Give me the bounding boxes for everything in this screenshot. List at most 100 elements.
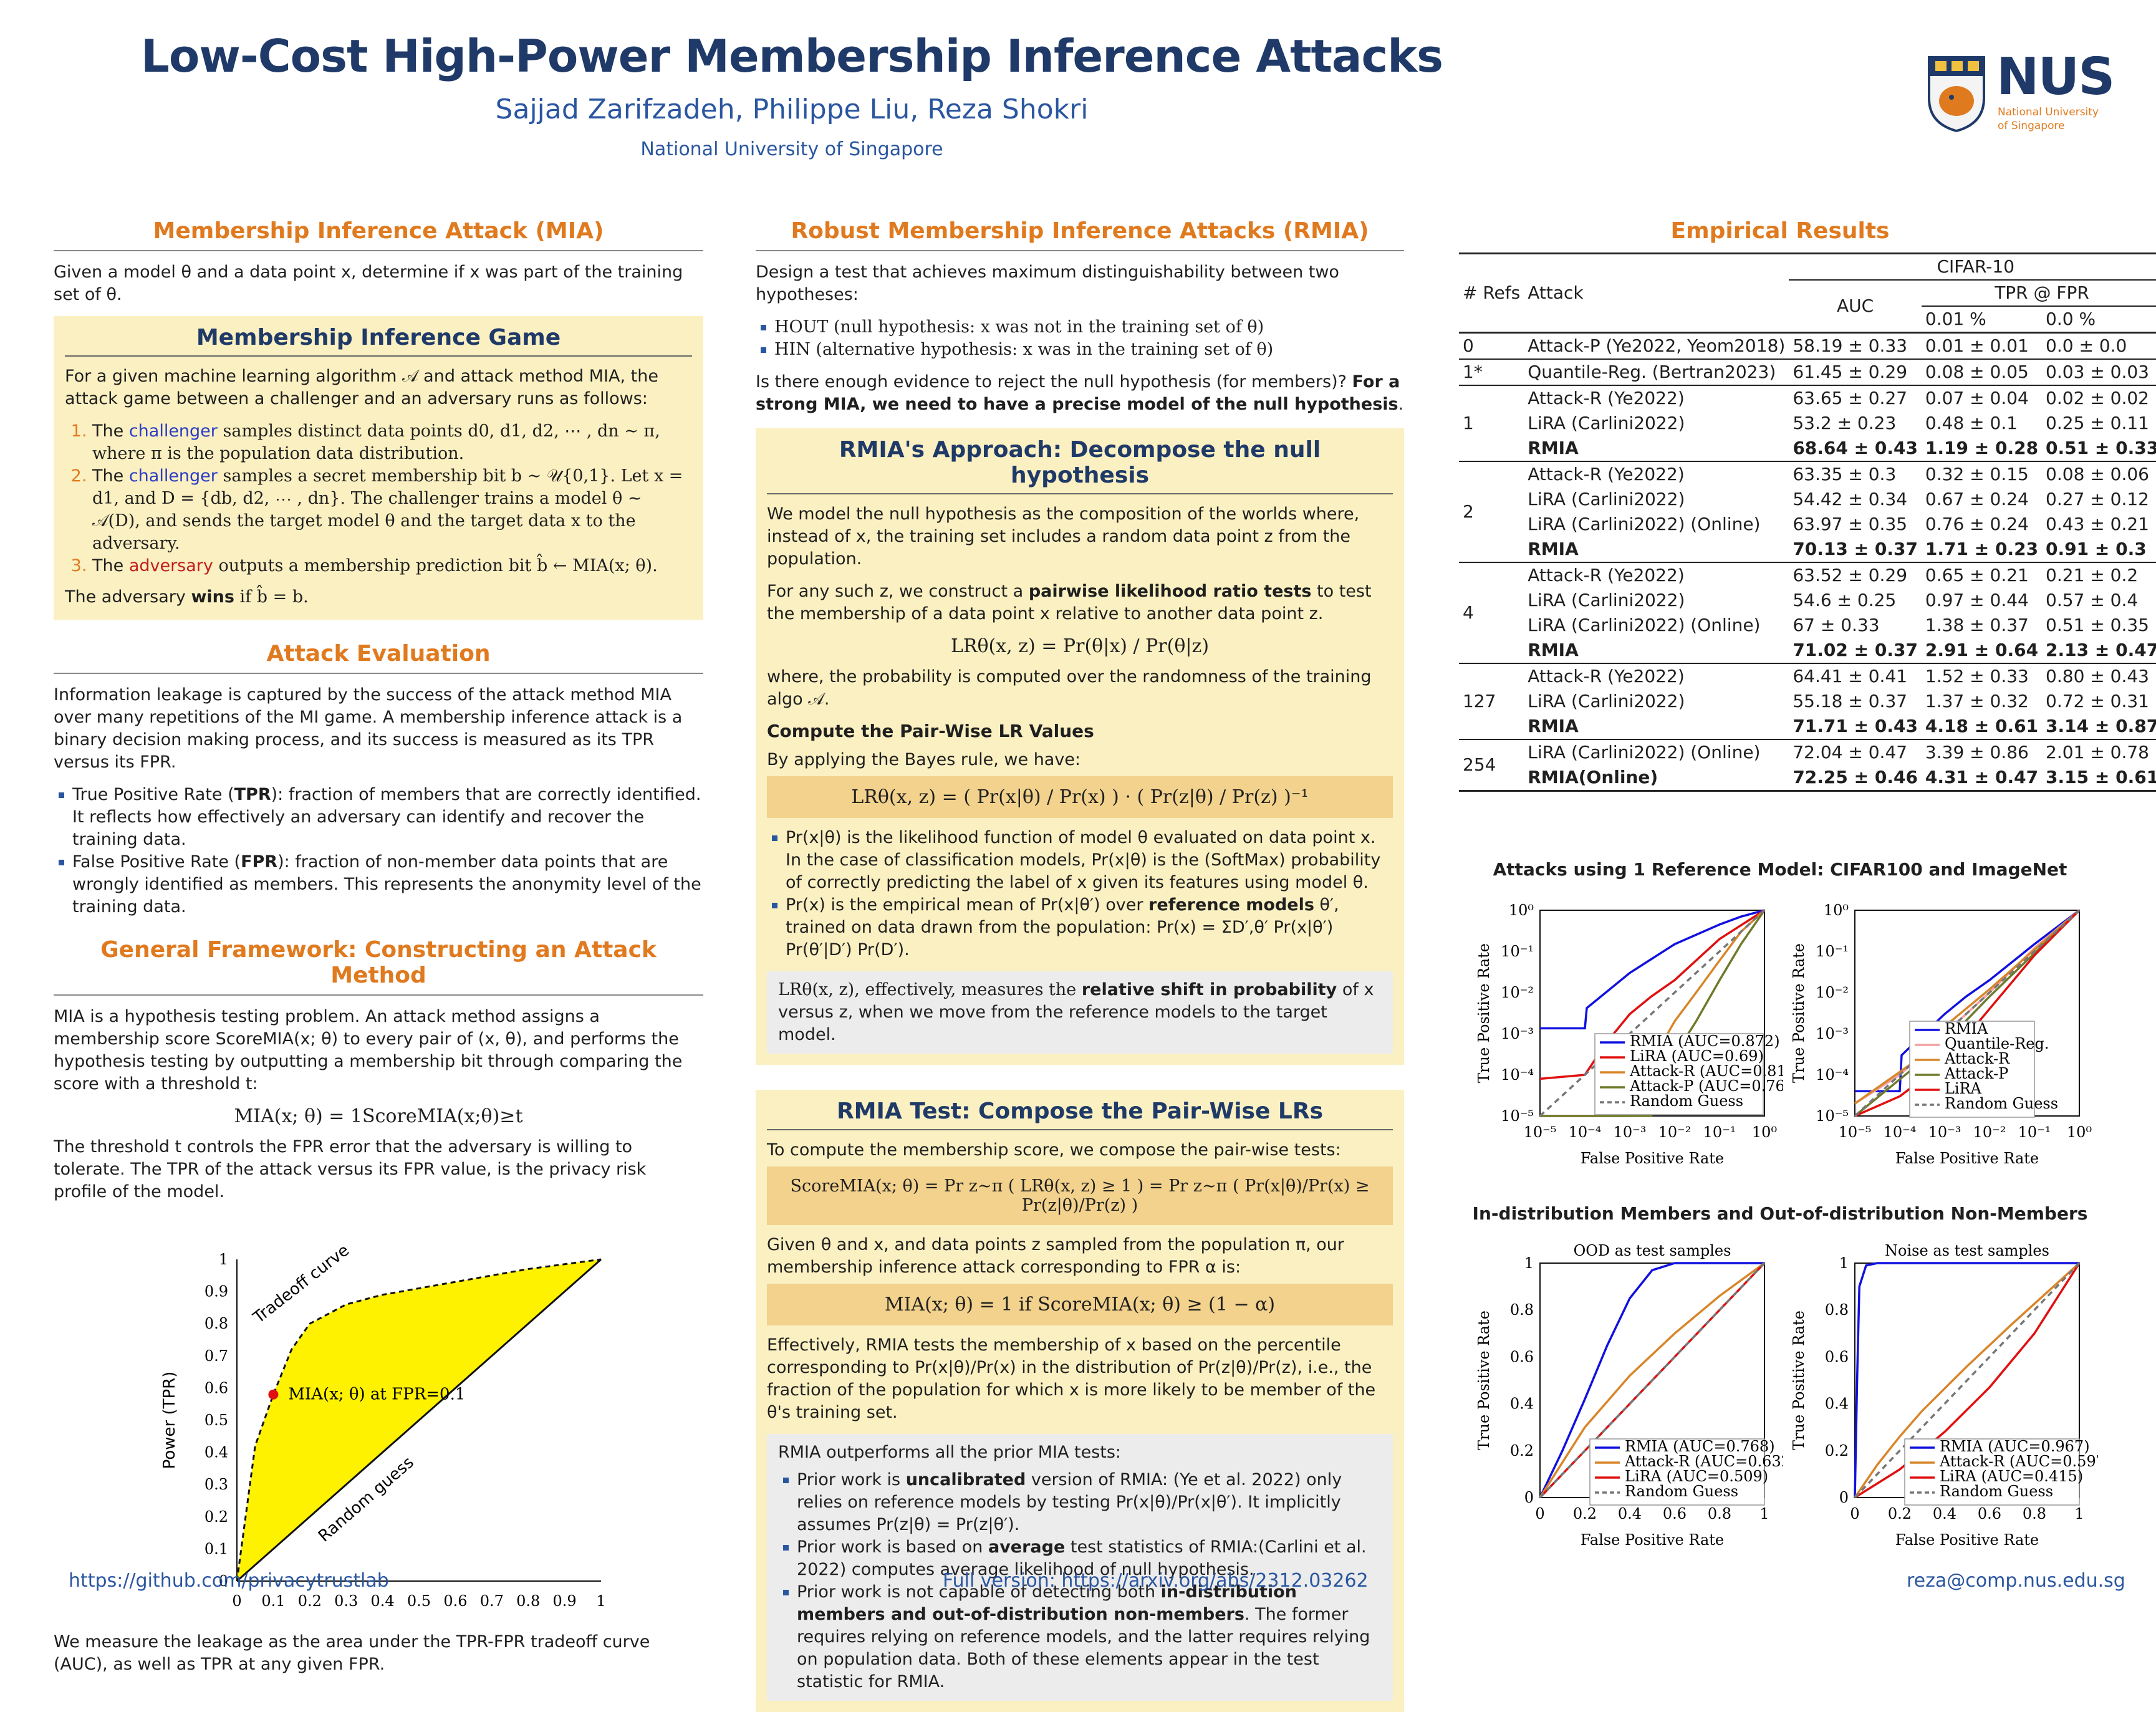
x-tick-label: 10⁰ bbox=[2067, 1123, 2092, 1141]
header-tpr: TPR @ FPR bbox=[1921, 280, 2156, 307]
mia-section-title: Membership Inference Attack (MIA) bbox=[54, 218, 703, 251]
logo-subtitle-2: of Singapore bbox=[1998, 120, 2065, 132]
eval-text: Information leakage is captured by the s… bbox=[54, 685, 683, 772]
y-tick-label: 0.2 bbox=[1510, 1442, 1534, 1460]
auc-cell: 70.13 ± 0.37 bbox=[1793, 539, 1918, 559]
table-row: LiRA (Carlini2022) 55.18 ± 0.37 1.37 ± 0.3… bbox=[1459, 689, 2156, 714]
mia-point-label: MIA(x; θ) at FPR=0.1 bbox=[288, 1385, 465, 1404]
y-tick-label: 0.2 bbox=[1825, 1442, 1849, 1460]
legend-entry: LiRA (AUC=0.415) bbox=[1940, 1468, 2083, 1485]
series-line bbox=[1855, 909, 2081, 1093]
shift-note: LRθ(x, z), effectively, measures the rel… bbox=[767, 971, 1393, 1054]
rmia-section-title: Robust Membership Inference Attacks (RMI… bbox=[756, 218, 1404, 251]
approach-box: RMIA's Approach: Decompose the null hypo… bbox=[756, 428, 1404, 1065]
y-tick-label: 10⁰ bbox=[1824, 902, 1849, 919]
ood-roc-chart: OOD as test samples 00 0.2 0.2 0.4 0.4 0.6 0.6 0… bbox=[1475, 1242, 1783, 1549]
poster-title: Low-Cost High-Power Membership Inference… bbox=[141, 30, 1443, 82]
x-tick-label: 10⁻⁵ bbox=[1524, 1123, 1557, 1141]
legend-entry: Attack-R bbox=[1944, 1050, 2010, 1067]
github-link[interactable]: https://github.com/privacytrustlab bbox=[69, 1570, 389, 1592]
tpr-00-cell: 0.0 ± 0.0 bbox=[2046, 335, 2127, 356]
y-tick-label: 10⁻⁵ bbox=[1816, 1107, 1849, 1125]
lr-equation: LRθ(x, z) = Pr(θ|x) / Pr(θ|z) bbox=[950, 635, 1210, 657]
x-axis-label: False Positive Rate bbox=[1895, 1150, 2039, 1167]
y-tick-label: 10⁻³ bbox=[1501, 1025, 1534, 1042]
legend-entry: Random Guess bbox=[1940, 1483, 2053, 1500]
y-axis-label: True Positive Rate bbox=[1790, 1310, 1807, 1450]
tpr-001-cell: 4.31 ± 0.47 bbox=[1925, 767, 2039, 787]
outperform-text: RMIA outperforms all the prior MIA tests… bbox=[778, 1443, 1122, 1462]
column-left: Membership Inference Attack (MIA) Given … bbox=[54, 218, 703, 1686]
attack-cell: RMIA bbox=[1528, 716, 1579, 736]
y-tick-label: 0 bbox=[1839, 1489, 1849, 1506]
mia-intro: Given a model θ and a data point x, dete… bbox=[54, 262, 683, 304]
x-tick-label: 0.1 bbox=[261, 1592, 285, 1610]
refs-cell: 0 bbox=[1463, 335, 1474, 356]
framework-text-2: The threshold t controls the FPR error t… bbox=[54, 1137, 647, 1201]
x-tick-label: 10⁻² bbox=[1973, 1123, 2006, 1141]
test-title: RMIA Test: Compose the Pair-Wise LRs bbox=[767, 1099, 1393, 1130]
attack-cell: RMIA bbox=[1528, 438, 1579, 458]
legend-entry: Quantile-Reg. bbox=[1945, 1035, 2049, 1052]
attack-cell: LiRA (Carlini2022) bbox=[1528, 489, 1685, 509]
y-tick-label: 10⁻⁴ bbox=[1501, 1066, 1534, 1084]
tpr-001-cell: 0.65 ± 0.21 bbox=[1925, 565, 2029, 585]
hypotheses-list: HOUT (null hypothesis: x was not in the … bbox=[756, 316, 1404, 361]
legend-entry: Random Guess bbox=[1945, 1095, 2058, 1112]
legend-box bbox=[1589, 1438, 1765, 1506]
lion-crest-icon bbox=[1928, 56, 1985, 133]
y-tick-label: 10⁰ bbox=[1509, 902, 1534, 919]
tpr-00-cell: 0.43 ± 0.21 bbox=[2046, 514, 2149, 534]
attack-cell: LiRA (Carlini2022) (Online) bbox=[1528, 514, 1761, 534]
y-tick-label: 1 bbox=[1524, 1254, 1534, 1272]
x-tick-label: 0 bbox=[1850, 1505, 1859, 1522]
table-row: 4 Attack-R (Ye2022) 63.52 ± 0.29 0.65 ± 0.2… bbox=[1459, 562, 2156, 623]
x-tick-label: 0.2 bbox=[1573, 1505, 1597, 1522]
results-section-title: Empirical Results bbox=[1670, 218, 1890, 244]
eval-section-title: Attack Evaluation bbox=[54, 641, 703, 674]
series-line bbox=[1854, 1262, 2079, 1498]
legend-entry: Attack-P bbox=[1944, 1065, 2008, 1082]
tpr-001-cell: 1.71 ± 0.23 bbox=[1925, 539, 2039, 559]
test-p3: Effectively, RMIA tests the membership o… bbox=[767, 1335, 1376, 1422]
attack-cell: LiRA (Carlini2022) (Online) bbox=[1528, 742, 1761, 762]
full-version-link[interactable]: Full version: https://arxiv.org/abs/2312… bbox=[943, 1570, 1369, 1592]
y-tick-label: 0.8 bbox=[1510, 1301, 1534, 1319]
tpr-001-cell: 0.08 ± 0.05 bbox=[1925, 362, 2029, 382]
legend-entry: Random Guess bbox=[1625, 1483, 1738, 1500]
auc-cell: 54.42 ± 0.34 bbox=[1793, 489, 1908, 509]
tpr-001-cell: 1.52 ± 0.33 bbox=[1925, 666, 2029, 686]
attack-cell: RMIA bbox=[1528, 640, 1579, 660]
bayes-equation: LRθ(x, z) = ( Pr(x|θ) / Pr(x) ) · ( Pr(z… bbox=[767, 776, 1393, 818]
y-tick-label: 0.3 bbox=[205, 1476, 228, 1493]
x-tick-label: 0.6 bbox=[1663, 1505, 1687, 1522]
legend-entry: RMIA (AUC=0.768) bbox=[1625, 1438, 1775, 1455]
attack-cell: LiRA (Carlini2022) bbox=[1528, 590, 1685, 610]
game-steps: The challenger samples distinct data poi… bbox=[65, 420, 692, 577]
tpr-001-cell: 4.18 ± 0.61 bbox=[1925, 716, 2039, 736]
refs-cell: 254 bbox=[1463, 754, 1496, 775]
series-line bbox=[1854, 1262, 2081, 1498]
header-auc: AUC bbox=[1837, 296, 1874, 316]
tradeoff-curve-chart: 00 0.1 0.1 0.2 0.2 0.3 0.3 0.4 0.4 0.5 0.5 0.6 0.6 0.… bbox=[160, 1241, 606, 1648]
prior-work-box: RMIA outperforms all the prior MIA tests… bbox=[767, 1434, 1393, 1701]
x-tick-label: 0.2 bbox=[298, 1592, 322, 1610]
auc-cell: 58.19 ± 0.33 bbox=[1793, 335, 1908, 356]
table-row: 2 Attack-R (Ye2022) 63.35 ± 0.3 0.32 ± 0.15… bbox=[1459, 461, 2156, 522]
y-tick-label: 1 bbox=[1839, 1254, 1849, 1272]
table-row: RMIA 71.02 ± 0.37 2.91 ± 0.64 2.13 ± 0.47 bbox=[1459, 638, 2156, 663]
x-tick-label: 0.5 bbox=[407, 1592, 431, 1610]
y-tick-label: 0.8 bbox=[205, 1315, 228, 1332]
x-axis-label: False Positive Rate bbox=[1581, 1531, 1724, 1549]
x-tick-label: 0.8 bbox=[2023, 1505, 2046, 1522]
y-tick-label: 0.6 bbox=[205, 1379, 228, 1397]
email-link[interactable]: reza@comp.nus.edu.sg bbox=[1907, 1570, 2125, 1592]
prior-work-item: Prior work is based on average test stat… bbox=[783, 1536, 1382, 1581]
y-tick-label: 0.9 bbox=[205, 1283, 228, 1301]
y-tick-label: 1 bbox=[219, 1251, 228, 1268]
x-tick-label: 0.9 bbox=[553, 1592, 577, 1610]
series-line bbox=[1854, 1262, 2081, 1499]
table-row: 1 Attack-R (Ye2022) 63.65 ± 0.27 0.07 ± 0.0… bbox=[1459, 385, 2156, 433]
game-step: The challenger samples a secret membersh… bbox=[92, 465, 692, 555]
tpr-00-cell: 2.01 ± 0.78 bbox=[2046, 742, 2149, 762]
